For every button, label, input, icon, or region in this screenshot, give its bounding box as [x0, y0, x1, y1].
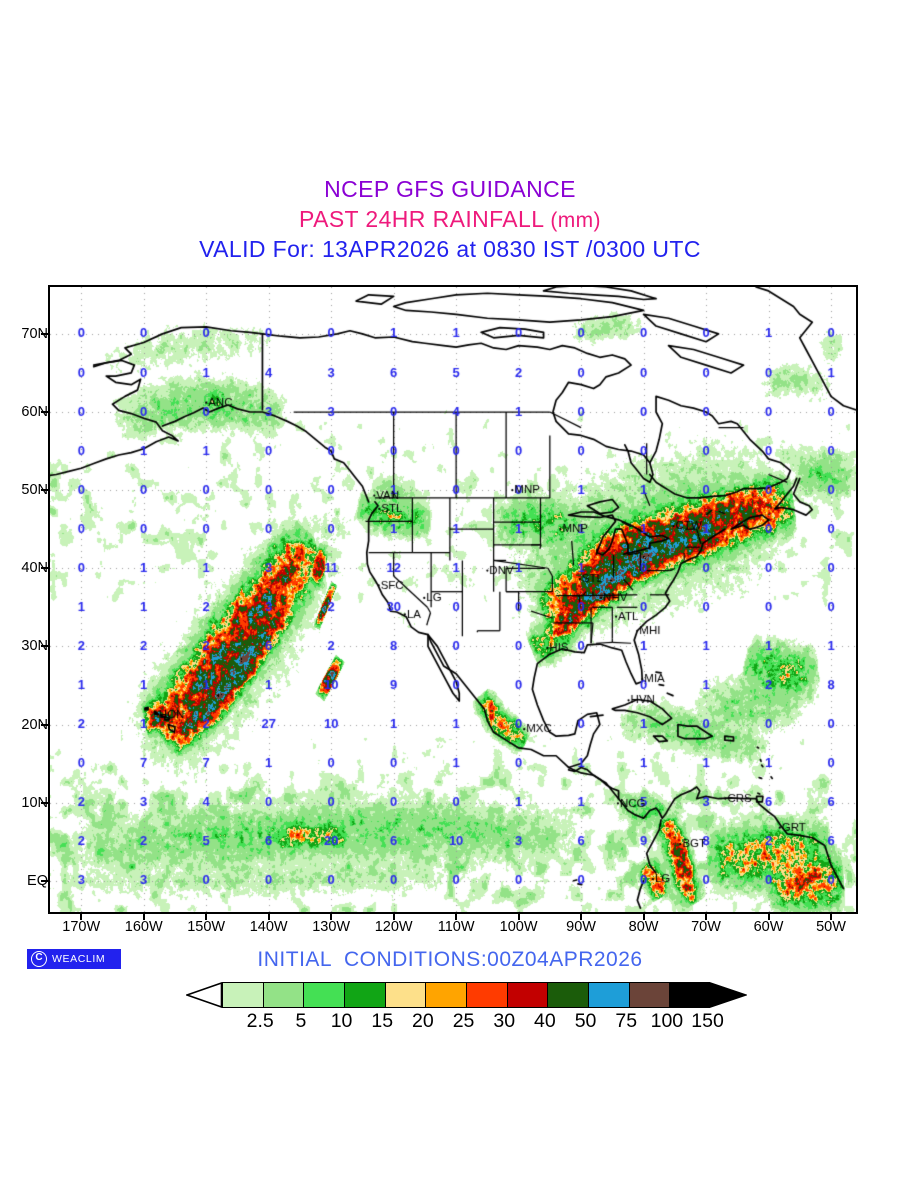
- colorbar-tick-label: 10: [330, 1010, 353, 1032]
- colorbar-band: [466, 982, 507, 1008]
- colorbar-band: [506, 982, 548, 1008]
- lat-tick-mark: [41, 645, 49, 648]
- lat-tick-mark: [41, 879, 49, 882]
- lat-tick-label: 20N: [21, 716, 48, 733]
- lon-tick-mark: [80, 913, 83, 920]
- lon-tick-label: 140W: [249, 919, 288, 935]
- lon-tick-mark: [580, 913, 583, 920]
- lon-tick-mark: [330, 913, 333, 920]
- lon-tick-label: 110W: [437, 919, 475, 935]
- colorbar-band: [344, 982, 385, 1008]
- rainfall-raster: [50, 287, 856, 912]
- colorbar-swatches: [184, 981, 749, 1009]
- lon-tick-label: 150W: [187, 919, 226, 935]
- product-title-unit: (mm): [550, 209, 601, 232]
- colorbar-band: [303, 982, 344, 1008]
- lon-tick-mark: [205, 913, 208, 920]
- title-block: NCEP GFS GUIDANCE PAST 24HR RAINFALL (mm…: [0, 178, 900, 261]
- lon-tick-mark: [517, 913, 520, 920]
- colorbar-tick-label: 40: [534, 1010, 556, 1032]
- colorbar-under-arrow: [184, 981, 223, 1009]
- lat-tick-mark: [41, 332, 49, 335]
- model-title: NCEP GFS GUIDANCE: [324, 176, 576, 202]
- colorbar-tick-label: 100: [650, 1010, 684, 1032]
- weaclim-logo-label: WEACLIM: [52, 953, 106, 965]
- lat-tick-label: 60N: [21, 404, 48, 420]
- lon-tick-label: 50W: [816, 919, 846, 935]
- colorbar-tick-label: 150: [691, 1010, 724, 1032]
- colorbar-over-arrow: [708, 981, 749, 1009]
- initial-conditions-label: INITIAL CONDITIONS:00Z04APR2026: [257, 948, 643, 971]
- lon-tick-label: 80W: [628, 919, 659, 935]
- rainfall-colorbar: 2.5 5 10 15 20 25 30 40 50 75 100 150: [184, 981, 749, 1034]
- weaclim-logo: C WEACLIM: [27, 949, 121, 969]
- lat-tick-mark: [41, 489, 49, 492]
- lon-tick-mark: [705, 913, 708, 920]
- lon-tick-mark: [392, 913, 395, 920]
- valid-time: VALID For: 13APR2026 at 0830 IST /0300 U…: [199, 236, 701, 262]
- copyright-circle-icon: C: [31, 951, 47, 967]
- colorbar-band: [262, 982, 304, 1008]
- colorbar-tick-label: 15: [371, 1010, 394, 1032]
- lon-tick-label: 70W: [691, 919, 721, 935]
- lon-tick-mark: [267, 913, 270, 920]
- colorbar-tick-label: 5: [295, 1010, 307, 1032]
- lon-tick-label: 170W: [62, 919, 101, 935]
- colorbar-tick-label: 50: [574, 1010, 597, 1032]
- lon-tick-label: 60W: [753, 919, 784, 935]
- colorbar-band: [384, 982, 426, 1008]
- lat-tick-label: 10N: [21, 794, 48, 811]
- lat-tick-mark: [41, 411, 49, 413]
- colorbar-band: [588, 982, 629, 1008]
- colorbar-band: [425, 982, 466, 1008]
- lon-tick-mark: [767, 913, 770, 920]
- lon-tick-mark: [455, 913, 458, 920]
- colorbar-tick-label: 20: [412, 1010, 434, 1032]
- map-plot-area: [48, 285, 858, 914]
- lat-tick-label: 30N: [21, 638, 48, 655]
- product-title-main: PAST 24HR RAINFALL: [299, 206, 551, 232]
- lat-tick-label: 70N: [21, 325, 48, 342]
- lat-tick-label: 50N: [21, 482, 48, 499]
- colorbar-band: [547, 982, 588, 1008]
- lon-tick-mark: [642, 913, 645, 920]
- lon-tick-mark: [830, 913, 832, 920]
- lon-tick-label: 120W: [374, 919, 413, 935]
- lat-tick-mark: [41, 801, 49, 804]
- lat-tick-mark: [41, 723, 49, 726]
- colorbar-tick-label: 30: [493, 1010, 516, 1032]
- colorbar-band: [628, 982, 670, 1008]
- lon-tick-label: 90W: [566, 919, 596, 935]
- colorbar-band: [669, 982, 710, 1008]
- colorbar-band: [222, 982, 263, 1008]
- lon-tick-label: 100W: [499, 919, 538, 935]
- lat-tick-label: 40N: [21, 560, 48, 577]
- lat-tick-label: EQ: [27, 872, 48, 889]
- lon-tick-label: 130W: [312, 919, 351, 935]
- colorbar-tick-label: 2.5: [246, 1010, 274, 1032]
- lat-tick-mark: [41, 567, 49, 570]
- lon-tick-mark: [142, 913, 145, 920]
- lon-tick-label: 160W: [124, 919, 163, 935]
- colorbar-tick-label: 25: [452, 1010, 475, 1032]
- colorbar-tick-label: 75: [615, 1010, 638, 1032]
- product-title: PAST 24HR RAINFALL (mm): [0, 206, 900, 232]
